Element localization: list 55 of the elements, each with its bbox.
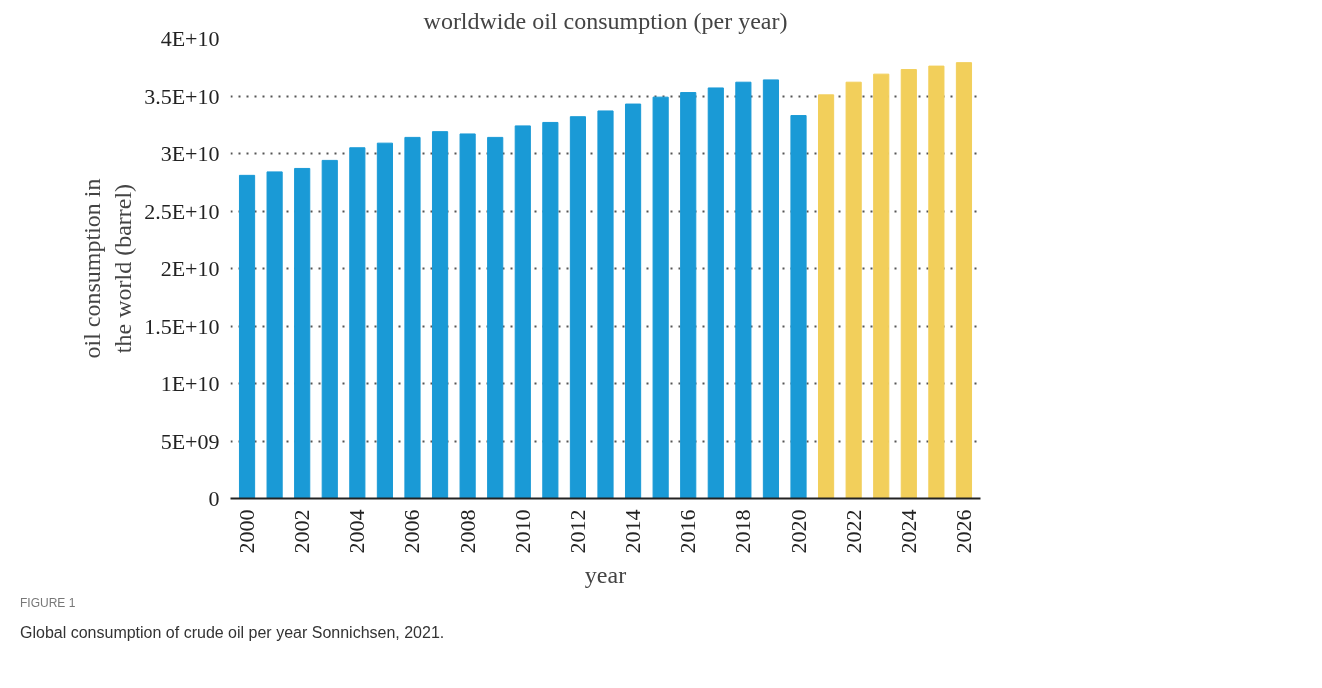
x-axis-title: year: [584, 561, 627, 588]
bar: [873, 73, 890, 499]
bar: [928, 65, 945, 499]
bar: [680, 92, 697, 499]
bar: [294, 167, 311, 499]
bar: [735, 81, 752, 499]
bar: [624, 103, 642, 499]
bar: [569, 116, 587, 499]
y-tick-label: 2E+10: [160, 256, 220, 281]
bar: [900, 69, 917, 499]
y-tick-label: 3.5E+10: [144, 83, 220, 109]
x-tick-label: 2022: [840, 509, 866, 554]
bar: [404, 136, 421, 499]
bar: [266, 171, 283, 499]
x-tick-label: 2020: [785, 509, 811, 554]
bar: [321, 159, 338, 499]
bar: [762, 79, 780, 499]
bar: [376, 142, 393, 499]
x-tick-label: 2008: [454, 509, 480, 554]
y-tick-label: 5E+09: [160, 428, 220, 454]
bar: [487, 136, 504, 499]
bar: [707, 87, 724, 499]
bar: [459, 133, 476, 499]
bar: [845, 81, 862, 499]
bar: [790, 115, 807, 499]
y-tick-label: 3E+10: [160, 141, 220, 166]
x-tick-label: 2026: [950, 509, 976, 554]
x-tick-label: 2014: [620, 509, 646, 554]
y-axis-title: oil consumption in the world (barrel): [78, 178, 137, 359]
bar: [542, 121, 559, 499]
bar: [349, 147, 366, 499]
x-tick-label: 2024: [895, 509, 921, 554]
bar: [652, 96, 669, 499]
y-tick-label: 2.5E+10: [144, 198, 220, 224]
text: Global consumption of crude oil per year Sonnichsen, 2021.: [20, 623, 445, 644]
x-tick-label: 2010: [509, 509, 535, 554]
y-tick-label: 1E+10: [160, 371, 220, 396]
x-tick-label: 2012: [564, 509, 590, 554]
bar: [238, 174, 256, 499]
y-tick-label: 1.5E+10: [144, 313, 220, 339]
x-tick-label: 2000: [234, 509, 260, 554]
caption: FIGURE 1: [20, 595, 76, 612]
x-tick-label: 2006: [399, 509, 425, 554]
x-tick-label: 2016: [675, 509, 701, 554]
bar: [955, 62, 973, 499]
y-tick-label: 4E+10: [160, 26, 220, 51]
bar: [514, 125, 531, 499]
chart-title: worldwide oil consumption (per year): [423, 7, 788, 34]
x-tick-label: 2018: [730, 509, 756, 554]
x-tick-label: 2002: [289, 509, 315, 554]
bar: [818, 94, 835, 499]
x-tick-label: 2004: [344, 509, 370, 554]
bar: [431, 131, 449, 499]
y-tick-label: 0: [208, 486, 220, 511]
bar: [597, 110, 614, 499]
